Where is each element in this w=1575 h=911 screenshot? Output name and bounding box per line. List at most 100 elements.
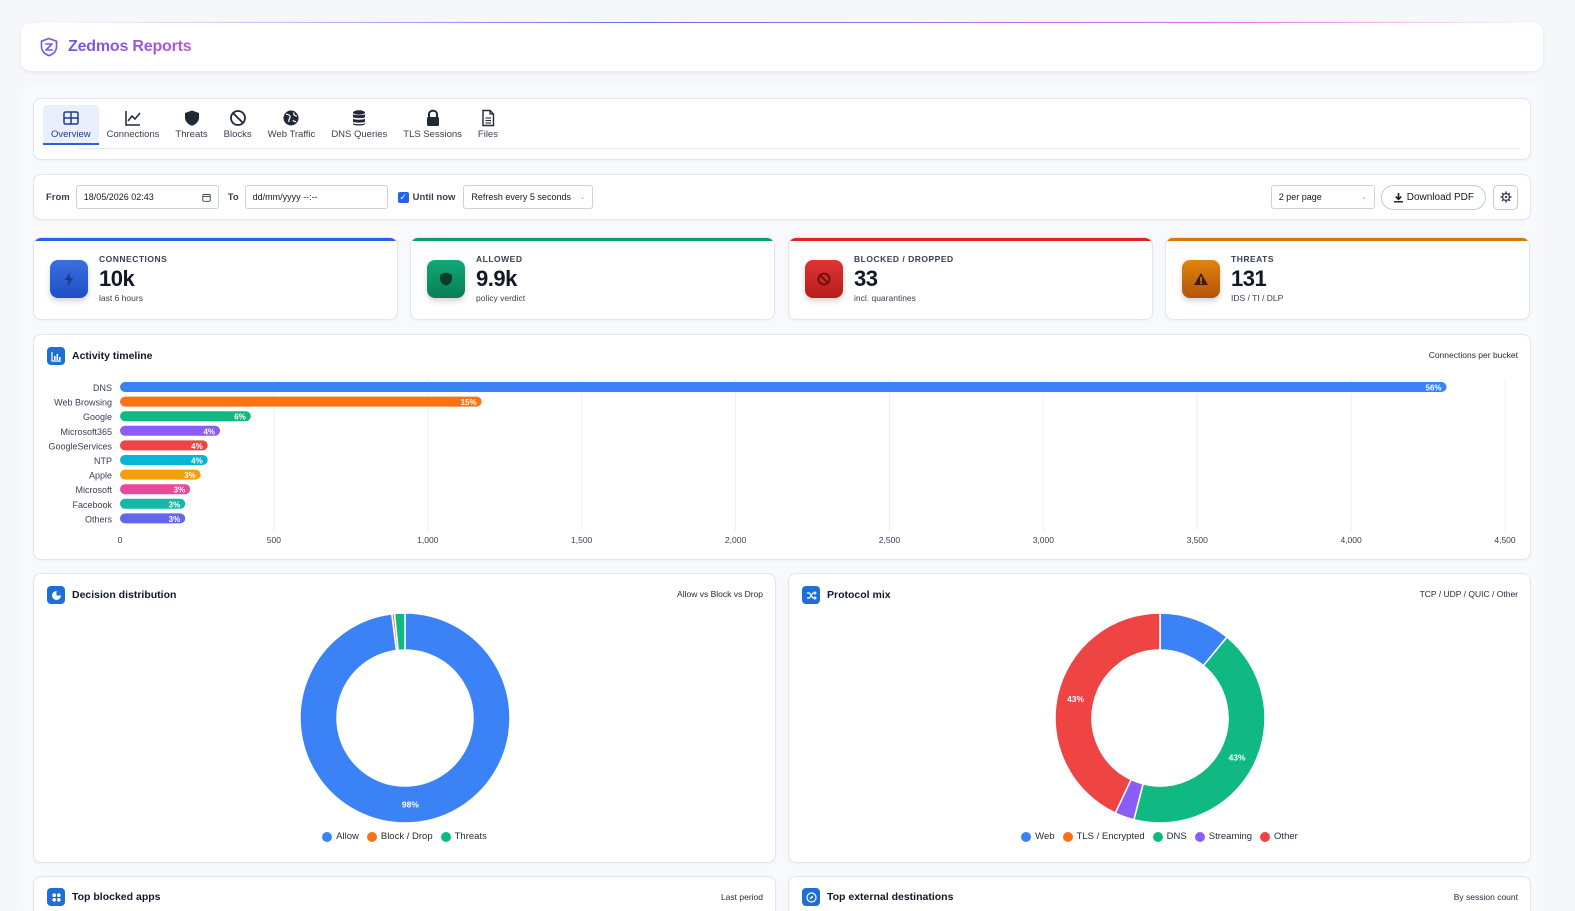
tab-threats[interactable]: Threats xyxy=(167,105,215,145)
x-tick-label: 3,500 xyxy=(1187,535,1209,545)
tab-label: Overview xyxy=(51,129,91,140)
stat-value: 9.9k xyxy=(476,266,517,291)
pie-chart-icon xyxy=(47,586,65,604)
grid-icon xyxy=(63,111,79,125)
bar-value-label: 56% xyxy=(1426,384,1442,393)
bar-value-label: 4% xyxy=(191,457,203,466)
legend-label: Streaming xyxy=(1208,831,1253,842)
x-tick-label: 1,500 xyxy=(571,535,593,545)
stat-label: BLOCKED / DROPPED xyxy=(854,254,954,264)
tab-connections[interactable]: Connections xyxy=(99,105,168,145)
bar[interactable] xyxy=(120,484,191,495)
bar[interactable] xyxy=(120,455,208,465)
top-blocked-apps-panel: Top blocked apps Last period xyxy=(33,876,776,911)
bar[interactable] xyxy=(120,440,208,451)
chevron-down-icon: ⌄ xyxy=(579,194,586,201)
settings-button[interactable] xyxy=(1493,184,1518,210)
download-icon xyxy=(1393,192,1403,203)
activity-timeline-panel: Activity timeline Connections per bucket… xyxy=(33,334,1531,560)
top-external-destinations-title: Top external destinations xyxy=(827,891,954,903)
card-accent xyxy=(34,238,397,241)
tab-underline xyxy=(78,148,1520,149)
donut-slice[interactable] xyxy=(393,612,406,652)
legend-swatch xyxy=(1021,831,1032,842)
donut-slice[interactable] xyxy=(299,612,511,824)
stat-value: 33 xyxy=(854,266,878,291)
app-header: Zedmos Reports xyxy=(21,23,1543,71)
tab-overview[interactable]: Overview xyxy=(43,105,99,145)
legend-label: Web xyxy=(1035,831,1055,842)
legend-item[interactable]: Block / Drop xyxy=(366,831,433,842)
protocol-title: Protocol mix xyxy=(827,589,891,601)
timeline-title: Activity timeline xyxy=(72,350,153,362)
decision-distribution-panel: Decision distribution Allow vs Block vs … xyxy=(33,573,776,863)
stat-label: CONNECTIONS xyxy=(99,254,168,264)
from-value: 18/05/2026 02:43 xyxy=(83,192,154,202)
stat-label: ALLOWED xyxy=(476,254,523,264)
legend-item[interactable]: Streaming xyxy=(1194,831,1253,842)
tab-tls-sessions[interactable]: TLS Sessions xyxy=(395,105,470,145)
tab-dns-queries[interactable]: DNS Queries xyxy=(323,105,395,145)
stat-sub: last 6 hours xyxy=(99,293,143,303)
until-now-label: Until now xyxy=(412,191,456,203)
bar[interactable] xyxy=(120,411,251,422)
until-now-checkbox[interactable]: ✓ Until now xyxy=(397,191,456,203)
stat-label: THREATS xyxy=(1231,254,1275,264)
legend-item[interactable]: Allow xyxy=(322,831,359,842)
top-blocked-apps-title: Top blocked apps xyxy=(72,891,161,903)
x-tick-label: 2,000 xyxy=(725,535,747,545)
per-page-select[interactable]: 2 per page ⌄ xyxy=(1270,185,1375,209)
download-pdf-button[interactable]: Download PDF xyxy=(1380,184,1486,210)
refresh-select[interactable]: Refresh every 5 seconds ⌄ xyxy=(463,185,594,209)
legend-item[interactable]: Threats xyxy=(440,831,487,842)
bar-value-label: 3% xyxy=(184,471,196,480)
x-tick-label: 4,500 xyxy=(1494,535,1516,545)
from-datetime-input[interactable]: 18/05/2026 02:43 xyxy=(75,185,219,209)
category-label: NTP xyxy=(94,456,112,466)
bar[interactable] xyxy=(120,396,482,407)
legend-item[interactable]: Other xyxy=(1260,831,1298,842)
tab-web-traffic[interactable]: Web Traffic xyxy=(260,105,324,145)
gear-icon xyxy=(1500,191,1511,203)
stat-value: 131 xyxy=(1231,266,1267,291)
tab-files[interactable]: Files xyxy=(470,105,506,145)
file-icon xyxy=(482,109,495,127)
legend-label: Allow xyxy=(336,831,359,842)
legend-swatch xyxy=(322,831,333,842)
stat-card-allowed: ALLOWED 9.9k policy verdict xyxy=(410,237,775,320)
bolt-icon xyxy=(50,259,88,298)
to-datetime-input[interactable]: dd/mm/yyyy --:-- xyxy=(244,185,388,209)
tab-label: Files xyxy=(477,129,498,140)
panel-title: Protocol mix xyxy=(802,586,891,604)
bar[interactable] xyxy=(120,513,186,524)
legend-item[interactable]: TLS / Encrypted xyxy=(1062,831,1145,842)
tab-label: TLS Sessions xyxy=(403,129,462,140)
bar[interactable] xyxy=(120,425,221,436)
bar[interactable] xyxy=(120,469,201,480)
bar-value-label: 3% xyxy=(169,515,181,524)
category-label: Apple xyxy=(89,471,112,481)
stat-value: 10k xyxy=(99,266,135,291)
ban-icon xyxy=(805,259,843,298)
donut-slice[interactable] xyxy=(1054,612,1161,815)
tab-blocks[interactable]: Blocks xyxy=(216,105,260,145)
x-tick-label: 1,000 xyxy=(417,535,439,545)
chart-line-icon xyxy=(125,111,141,126)
legend-label: Threats xyxy=(454,831,487,842)
checkbox-checked-icon: ✓ xyxy=(397,191,409,203)
card-accent xyxy=(1166,238,1529,241)
slice-label: 43% xyxy=(1229,752,1246,762)
protocol-legend: Web TLS / Encrypted DNS Streaming Other xyxy=(789,831,1530,842)
top-external-destinations-panel: Top external destinations By session cou… xyxy=(788,876,1531,911)
bar[interactable] xyxy=(120,382,1447,392)
to-label: To xyxy=(227,191,239,203)
decision-legend: Allow Block / Drop Threats xyxy=(34,831,775,842)
decision-title: Decision distribution xyxy=(72,589,177,601)
legend-swatch xyxy=(1260,831,1271,842)
legend-item[interactable]: Web xyxy=(1021,831,1055,842)
legend-item[interactable]: DNS xyxy=(1152,831,1187,842)
stat-card-connections: CONNECTIONS 10k last 6 hours xyxy=(33,237,398,320)
bar[interactable] xyxy=(120,498,186,509)
donut-slice[interactable] xyxy=(1132,636,1266,824)
decision-subtitle: Allow vs Block vs Drop xyxy=(677,589,763,599)
